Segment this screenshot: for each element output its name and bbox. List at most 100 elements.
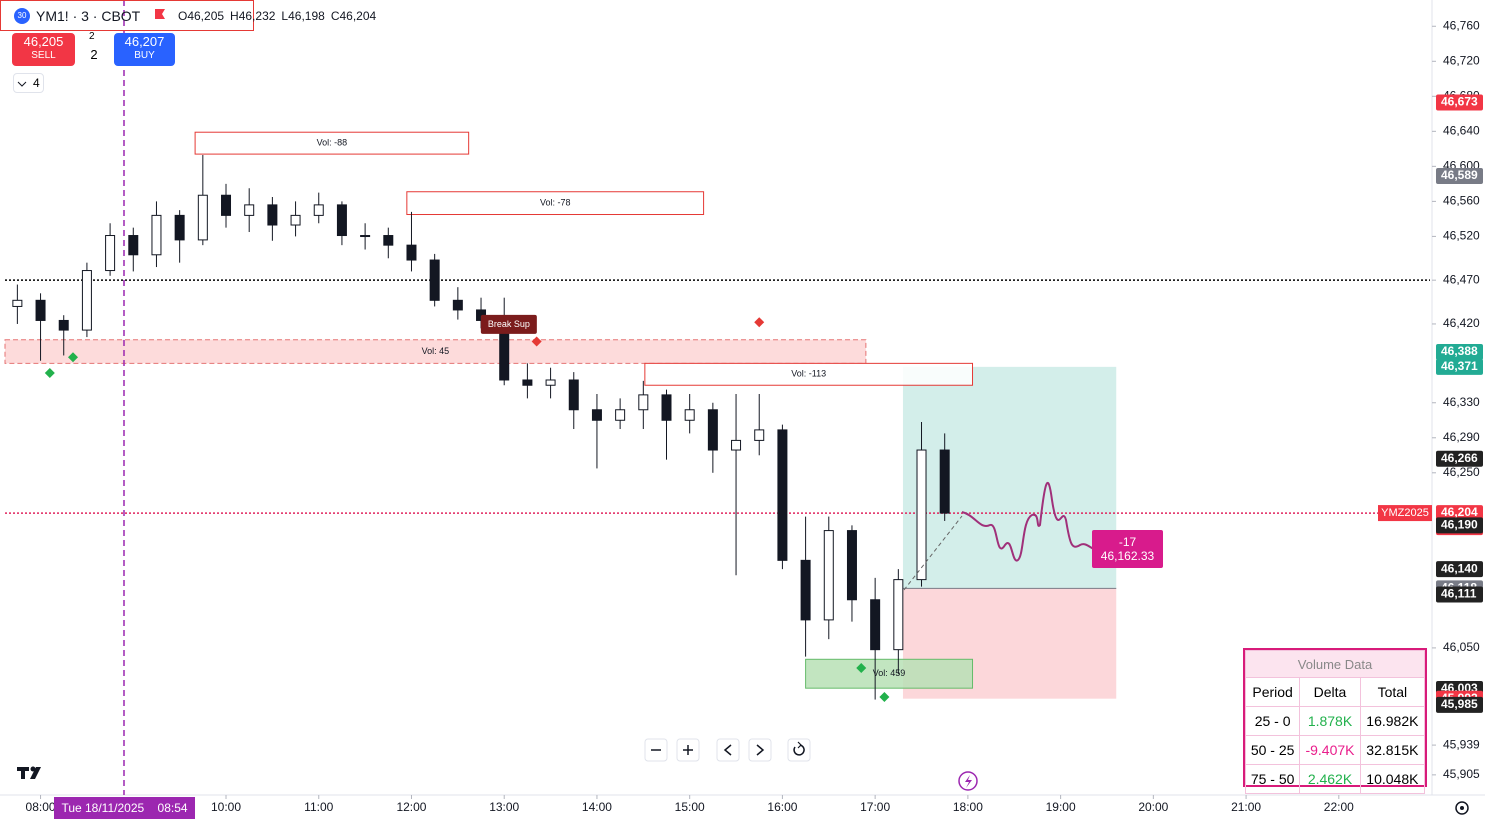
volume-cell: 10.048K [1359, 764, 1426, 794]
y-tick-label: 46,560 [1443, 194, 1480, 208]
candle-body [267, 204, 278, 226]
x-tick-label: 11:00 [304, 800, 333, 814]
zoom-controls[interactable] [644, 738, 811, 762]
signal-marker [531, 336, 542, 347]
sell-label: SELL [31, 50, 56, 61]
candle-body [383, 235, 394, 246]
tv-logo [17, 766, 41, 779]
price-badge-label: 46,673 [1441, 95, 1478, 109]
crosshair-date: Tue 18/11/2025 [61, 801, 145, 815]
settings-icon[interactable] [1455, 801, 1469, 815]
position-avg: 46,162.33 [1100, 549, 1155, 563]
candle-body [151, 214, 162, 256]
candle-body [939, 449, 950, 514]
sell-button[interactable]: 46,205 SELL [12, 33, 75, 66]
flag-icon[interactable] [155, 9, 165, 19]
volume-box [644, 362, 974, 386]
position-label[interactable]: -17 46,162.33 [1092, 530, 1163, 568]
candle-body [244, 204, 255, 216]
candle-body [406, 244, 417, 261]
x-tick-label: 10:00 [211, 800, 241, 814]
candle-body [452, 299, 463, 311]
candle-body [522, 379, 533, 386]
position-pnl: -17 [1118, 535, 1137, 549]
lightning-icon[interactable] [958, 771, 978, 791]
candle-body [336, 204, 347, 237]
candle-body [58, 319, 69, 331]
qty[interactable]: 2 [90, 47, 98, 62]
price-badge [1436, 358, 1483, 375]
volume-row: 25 - 0 1.878K 16.982K [1244, 706, 1426, 736]
price-badge [1436, 517, 1483, 534]
signal-marker [44, 367, 55, 378]
volume-cell: 2.462K [1299, 764, 1361, 794]
ohlc-open: O46,205 [178, 9, 225, 23]
background-layer: Vol: -88 Vol: -78 Vol: 45 Vol: -113 Vol: 459 [4, 131, 1430, 699]
indicator-toggle[interactable]: 4 [13, 73, 44, 93]
volume-box [4, 339, 867, 364]
y-tick-label: 46,760 [1443, 18, 1480, 32]
header-outline [0, 0, 254, 31]
candle-body [35, 299, 46, 321]
indicator-count: 4 [33, 76, 40, 90]
candle-body [870, 599, 881, 651]
price-badge [1436, 343, 1483, 360]
candle-body [823, 530, 834, 621]
break-label-box [480, 314, 537, 334]
ohlc-low: L46,198 [281, 9, 325, 23]
candle-body [174, 214, 185, 241]
candle-body [707, 409, 718, 451]
candle-body [615, 409, 626, 421]
price-badge-label: 46,190 [1441, 518, 1478, 532]
x-tick-label: 08:00 [26, 800, 56, 814]
symbol-tag-box [1378, 505, 1432, 522]
volume-box-label: Vol: -78 [540, 198, 571, 208]
projection-path [961, 481, 1097, 562]
candle-body [290, 214, 301, 226]
position-profit [902, 366, 1117, 589]
signal-marker [68, 352, 79, 363]
volume-header-row: Period Delta Total [1244, 677, 1426, 707]
candle-body [684, 409, 695, 421]
buy-label: BUY [134, 50, 155, 61]
volume-row: 75 - 50 2.462K 10.048K [1244, 764, 1426, 794]
candle-body [591, 409, 602, 421]
price-badge-label: 46,589 [1441, 168, 1478, 182]
volume-row: 50 - 25 -9.407K 32.815K [1244, 735, 1426, 765]
crosshair-label: Tue 18/11/2025 08:54 [54, 797, 195, 819]
volume-header: Total [1359, 677, 1426, 707]
candle-body [360, 235, 371, 238]
y-tick-label: 45,939 [1443, 737, 1480, 751]
candle-body [197, 194, 208, 241]
price-badge [1436, 94, 1483, 111]
volume-box [194, 131, 470, 155]
price-badge [1436, 586, 1483, 603]
volume-cell: 32.815K [1359, 735, 1426, 765]
crosshair-time: 08:54 [157, 801, 188, 815]
candle-body [661, 394, 672, 421]
buy-button[interactable]: 46,207 BUY [114, 33, 175, 66]
y-tick-label: 46,330 [1443, 395, 1480, 409]
x-tick-label: 21:00 [1231, 800, 1261, 814]
x-tick-label: 20:00 [1138, 800, 1168, 814]
signal-marker [879, 691, 890, 702]
price-badge [1436, 167, 1483, 184]
volume-title: Volume Data [1245, 650, 1425, 678]
x-tick-label: 13:00 [489, 800, 519, 814]
volume-cell: 25 - 0 [1244, 706, 1301, 736]
x-tick-label: 14:00 [582, 800, 612, 814]
price-badge-label: 46,140 [1441, 561, 1478, 575]
symbol[interactable]: YM1! · 3 · CBOT [36, 8, 141, 24]
ohlc-high: H46,232 [230, 9, 276, 23]
x-tick-label: 22:00 [1324, 800, 1354, 814]
price-badge-label: 46,266 [1441, 451, 1478, 465]
candle-body [545, 379, 556, 386]
y-tick-label: 46,640 [1443, 124, 1480, 138]
x-tick-label: 17:00 [860, 800, 890, 814]
candle-body [81, 270, 92, 331]
chevron [17, 81, 27, 87]
price-badge [1436, 561, 1483, 578]
volume-table: Volume Data Period Delta Total 25 - 0 1.878K… [1243, 648, 1427, 794]
